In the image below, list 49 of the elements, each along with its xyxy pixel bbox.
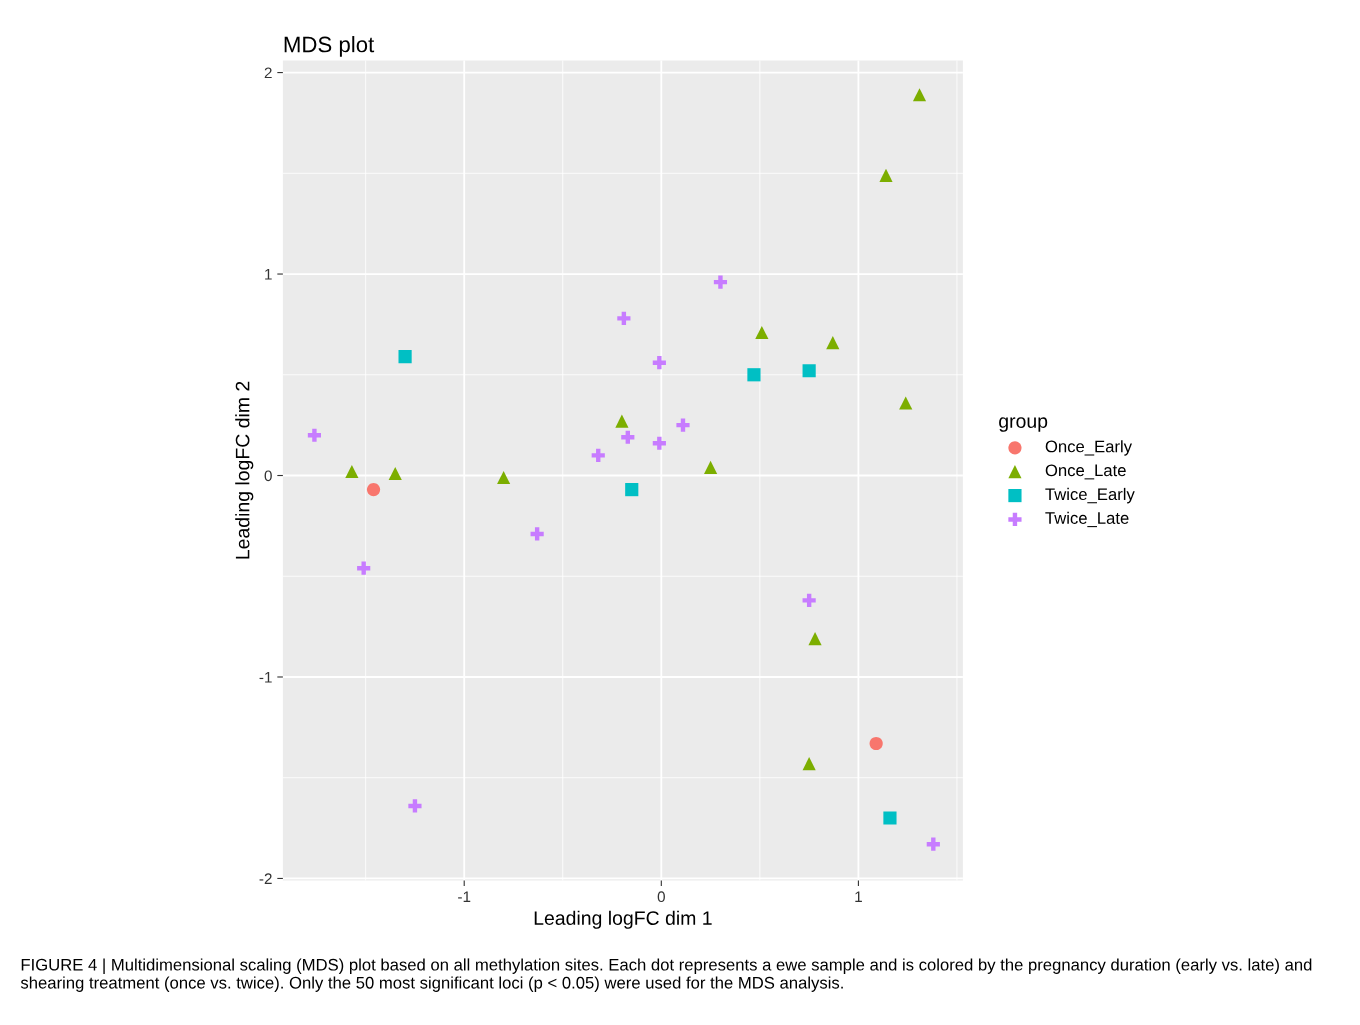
y-tick-label: -1 bbox=[259, 672, 272, 683]
point bbox=[307, 428, 321, 442]
point bbox=[625, 483, 639, 497]
legend-label: Once_Early bbox=[1045, 440, 1132, 456]
point bbox=[912, 88, 927, 102]
legend-label: Twice_Early bbox=[1045, 487, 1135, 504]
legend-label: Once_Late bbox=[1045, 464, 1126, 480]
point bbox=[826, 335, 840, 350]
point bbox=[713, 275, 728, 289]
point bbox=[879, 168, 893, 182]
point bbox=[802, 364, 816, 378]
point bbox=[366, 483, 381, 497]
y-axis-title: Leading logFC dim 2 bbox=[235, 381, 254, 559]
x-tick-label: 0 bbox=[657, 891, 665, 903]
point bbox=[926, 837, 940, 851]
x-tick-label: -1 bbox=[458, 891, 471, 902]
point bbox=[704, 460, 718, 475]
point bbox=[755, 325, 769, 340]
point bbox=[808, 632, 822, 646]
point bbox=[802, 593, 816, 608]
caption: FIGURE 4 | Multidimensional scaling (MDS) plot based on all methylation sites. Each dot represents a ewe sample and is colored by the pregnancy duration (early vs. late) and shearing treatment (once vs. twice). Only the 50 most significant loci (p < 0.05) were used for the MDS analysis. bbox=[20, 958, 1312, 992]
y-tick-label: 2 bbox=[264, 67, 272, 79]
point bbox=[747, 368, 761, 382]
point bbox=[676, 418, 690, 432]
x-tick-label: 1 bbox=[855, 891, 862, 902]
y-tick-label: 1 bbox=[265, 269, 272, 280]
point bbox=[652, 436, 666, 450]
point bbox=[899, 396, 913, 410]
point bbox=[869, 736, 883, 751]
point bbox=[345, 464, 359, 479]
chart-title: MDS plot bbox=[284, 36, 375, 57]
point bbox=[398, 350, 412, 364]
point bbox=[615, 414, 629, 428]
point bbox=[617, 311, 631, 325]
point bbox=[621, 430, 635, 444]
point bbox=[652, 356, 666, 370]
point bbox=[591, 448, 605, 462]
point bbox=[883, 811, 897, 825]
point bbox=[357, 561, 371, 575]
point bbox=[497, 470, 511, 485]
point bbox=[802, 757, 816, 771]
point bbox=[388, 466, 402, 481]
legend-title: group bbox=[999, 417, 1048, 432]
y-tick-label: -2 bbox=[259, 873, 272, 884]
x-axis-title: Leading logFC dim 1 bbox=[534, 910, 712, 929]
point bbox=[530, 527, 544, 541]
y-tick-label: 0 bbox=[264, 470, 272, 482]
legend-label: Twice_Late bbox=[1045, 511, 1129, 528]
point bbox=[408, 799, 422, 813]
